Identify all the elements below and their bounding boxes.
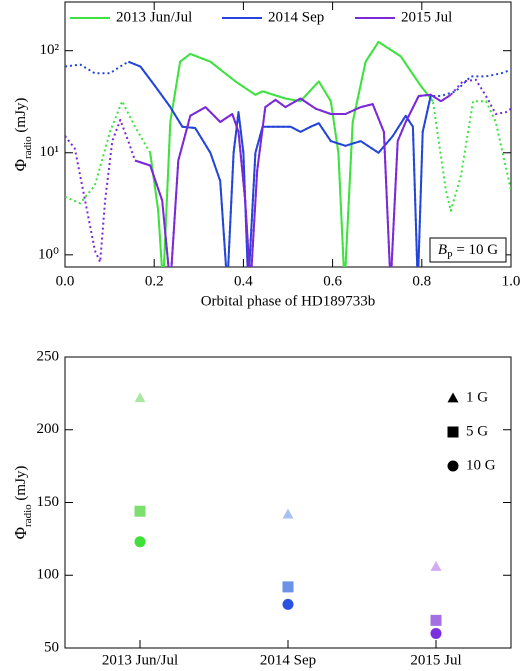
x-tick-label: 0.0 xyxy=(56,273,75,289)
legend-label: 2015 Jul xyxy=(401,9,452,25)
x-axis-label: Orbital phase of HD189733b xyxy=(201,293,376,309)
y-axis-label-part: (mJy) xyxy=(13,466,29,505)
y-tick-label: 150 xyxy=(37,494,60,510)
x-tick-label: 0.8 xyxy=(412,273,431,289)
y-axis-label: Φradio (mJy) xyxy=(11,98,34,172)
series-line-dotted xyxy=(65,40,511,267)
x-tick-label: 0.2 xyxy=(145,273,164,289)
legend-marker xyxy=(447,460,459,472)
legend-label: 2014 Sep xyxy=(268,9,324,25)
data-point xyxy=(134,505,146,517)
y-axis-label-part: radio xyxy=(22,504,34,527)
x-tick-label: 0.6 xyxy=(323,273,342,289)
y-tick-label: 250 xyxy=(37,348,60,364)
legend-label: 2013 Jun/Jul xyxy=(116,9,192,25)
y-axis-label-part: Φ xyxy=(11,159,30,171)
legend-marker xyxy=(447,392,459,403)
x-tick-label: 0.4 xyxy=(234,273,253,289)
data-point xyxy=(282,598,294,610)
y-tick-label: 10⁰ xyxy=(38,246,59,262)
legend-marker xyxy=(447,426,459,438)
x-tick-label: 1.0 xyxy=(502,273,520,289)
data-point xyxy=(430,614,442,626)
y-tick-label: 50 xyxy=(44,639,59,655)
y-axis-label: Φradio (mJy) xyxy=(11,466,34,540)
legend-label: 1 G xyxy=(466,389,488,405)
data-point xyxy=(430,561,442,571)
data-point xyxy=(282,508,294,519)
legend-label: 5 G xyxy=(466,423,488,439)
y-axis-label-part: Φ xyxy=(11,527,30,539)
annotation-box xyxy=(429,237,507,263)
series-line xyxy=(149,40,434,267)
annotation-part: P xyxy=(447,251,453,262)
plot-frame xyxy=(64,1,512,268)
y-tick-label: 10² xyxy=(40,42,60,58)
y-tick-label: 200 xyxy=(37,421,60,437)
annotation-part: B xyxy=(438,242,447,258)
plot-area xyxy=(65,40,511,267)
annotation-part: = 10 G xyxy=(453,242,499,258)
series-line xyxy=(134,93,452,267)
series-line xyxy=(127,60,432,267)
data-point xyxy=(134,536,146,548)
y-tick-label: 100 xyxy=(37,567,60,583)
annotation: BP = 10 G xyxy=(438,242,498,261)
data-point xyxy=(134,392,146,403)
y-axis-label-part: radio xyxy=(22,136,34,159)
data-point xyxy=(282,581,294,593)
x-tick-label: 2013 Jun/Jul xyxy=(102,652,178,668)
x-tick-label: 2014 Sep xyxy=(260,652,316,668)
legend-label: 10 G xyxy=(466,457,496,473)
y-axis-label-part: (mJy) xyxy=(13,98,29,137)
y-tick-label: 10¹ xyxy=(40,144,60,160)
data-point xyxy=(430,627,442,639)
x-tick-label: 2015 Jul xyxy=(410,652,461,668)
